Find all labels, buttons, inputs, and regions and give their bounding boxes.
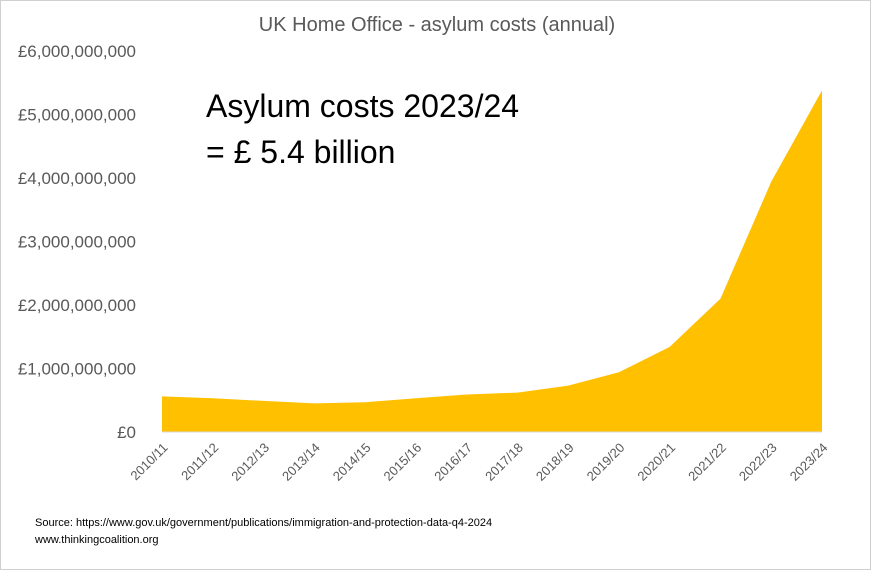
y-axis: £0 £1,000,000,000 £2,000,000,000 £3,000,000… [18,42,136,442]
x-tick-label: 2018/19 [533,440,577,484]
y-tick-label: £1,000,000,000 [18,360,136,379]
y-tick-label: £6,000,000,000 [18,42,136,61]
x-tick-label: 2015/16 [381,440,425,484]
x-tick-label: 2011/12 [178,440,221,483]
x-tick-label: 2023/24 [787,440,831,484]
source-citation: Source: https://www.gov.uk/government/pu… [35,517,492,529]
x-axis: 2010/11 2011/12 2012/13 2013/14 2014/15 2015/… [127,440,830,484]
area-series [162,90,822,433]
x-tick-label: 2012/13 [228,440,272,484]
x-tick-label: 2022/23 [736,440,780,484]
x-tick-label: 2016/17 [431,440,475,484]
y-tick-label: £4,000,000,000 [18,169,136,188]
website-credit: www.thinkingcoalition.org [34,534,159,546]
x-tick-label: 2017/18 [482,440,526,484]
x-tick-label: 2014/15 [330,440,374,484]
x-tick-label: 2019/20 [584,440,628,484]
y-tick-label: £0 [117,423,136,442]
x-tick-label: 2020/21 [634,440,678,484]
x-tick-label: 2013/14 [279,440,323,484]
y-tick-label: £5,000,000,000 [18,106,136,125]
y-tick-label: £2,000,000,000 [18,296,136,315]
annotation-line-2: = £ 5.4 billion [206,134,395,170]
y-tick-label: £3,000,000,000 [18,233,136,252]
x-tick-label: 2021/22 [685,440,729,484]
x-tick-label: 2010/11 [127,440,170,483]
chart-title: UK Home Office - asylum costs (annual) [259,14,615,36]
annotation-line-1: Asylum costs 2023/24 [206,88,519,124]
